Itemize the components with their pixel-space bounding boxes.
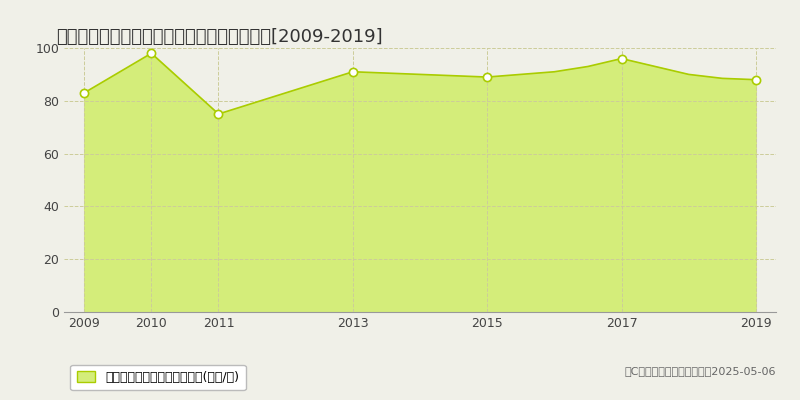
Text: （C）土地価格ドットコム　2025-05-06: （C）土地価格ドットコム 2025-05-06 <box>625 366 776 376</box>
Point <box>145 50 158 56</box>
Point <box>346 68 359 75</box>
Text: 大阪狹山市池尻自由丘　マンション価格抚移[2009-2019]: 大阪狹山市池尻自由丘 マンション価格抚移[2009-2019] <box>56 28 382 46</box>
Point <box>78 90 90 96</box>
Point <box>212 111 225 117</box>
Point <box>615 55 628 62</box>
Point <box>750 76 762 83</box>
Point <box>481 74 494 80</box>
Legend: マンション価格　平均嵪単価(万円/嵪): マンション価格 平均嵪単価(万円/嵪) <box>70 365 246 390</box>
